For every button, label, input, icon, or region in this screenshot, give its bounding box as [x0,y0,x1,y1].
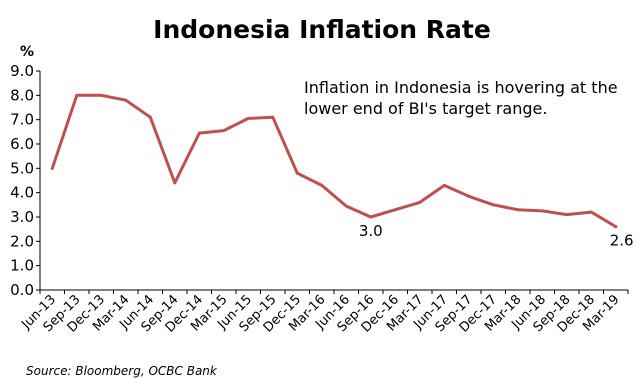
data-point [614,225,618,229]
data-point [565,213,569,217]
y-tick-label: 9.0 [10,62,34,80]
annotation-line-2: lower end of BI's target range. [304,99,547,118]
data-point [99,93,103,97]
data-point [442,183,446,187]
y-unit-label: % [20,44,34,60]
y-tick-label: 8.0 [10,86,34,104]
plot-area: 0.01.02.03.04.05.06.07.08.09.0Jun-13Sep-… [10,62,633,336]
data-point [344,204,348,208]
data-point [75,93,79,97]
data-point [418,200,422,204]
y-tick-label: 4.0 [10,184,34,202]
data-point [589,210,593,214]
data-point [222,129,226,133]
data-label: 2.6 [610,232,634,250]
data-point [516,208,520,212]
data-point [50,166,54,170]
y-tick-label: 6.0 [10,135,34,153]
series-line [50,93,618,229]
data-point [246,116,250,120]
y-tick-label: 0.0 [10,281,34,299]
annotation-line-1: Inflation in Indonesia is hovering at th… [304,78,618,97]
data-point [271,115,275,119]
data-point [295,171,299,175]
chart-title: Indonesia Inflation Rate [153,15,491,44]
data-point [197,131,201,135]
y-tick-label: 3.0 [10,208,34,226]
data-point [173,181,177,185]
data-point [540,209,544,213]
data-point [148,115,152,119]
data-point [124,98,128,102]
data-point [393,208,397,212]
y-tick-label: 5.0 [10,159,34,177]
data-point [467,194,471,198]
y-tick-label: 1.0 [10,257,34,275]
source-note: Source: Bloomberg, OCBC Bank [26,364,218,378]
y-tick-label: 7.0 [10,111,34,129]
data-point [320,183,324,187]
data-label: 3.0 [359,222,383,240]
data-point [369,215,373,219]
y-tick-label: 2.0 [10,232,34,250]
data-point [491,203,495,207]
